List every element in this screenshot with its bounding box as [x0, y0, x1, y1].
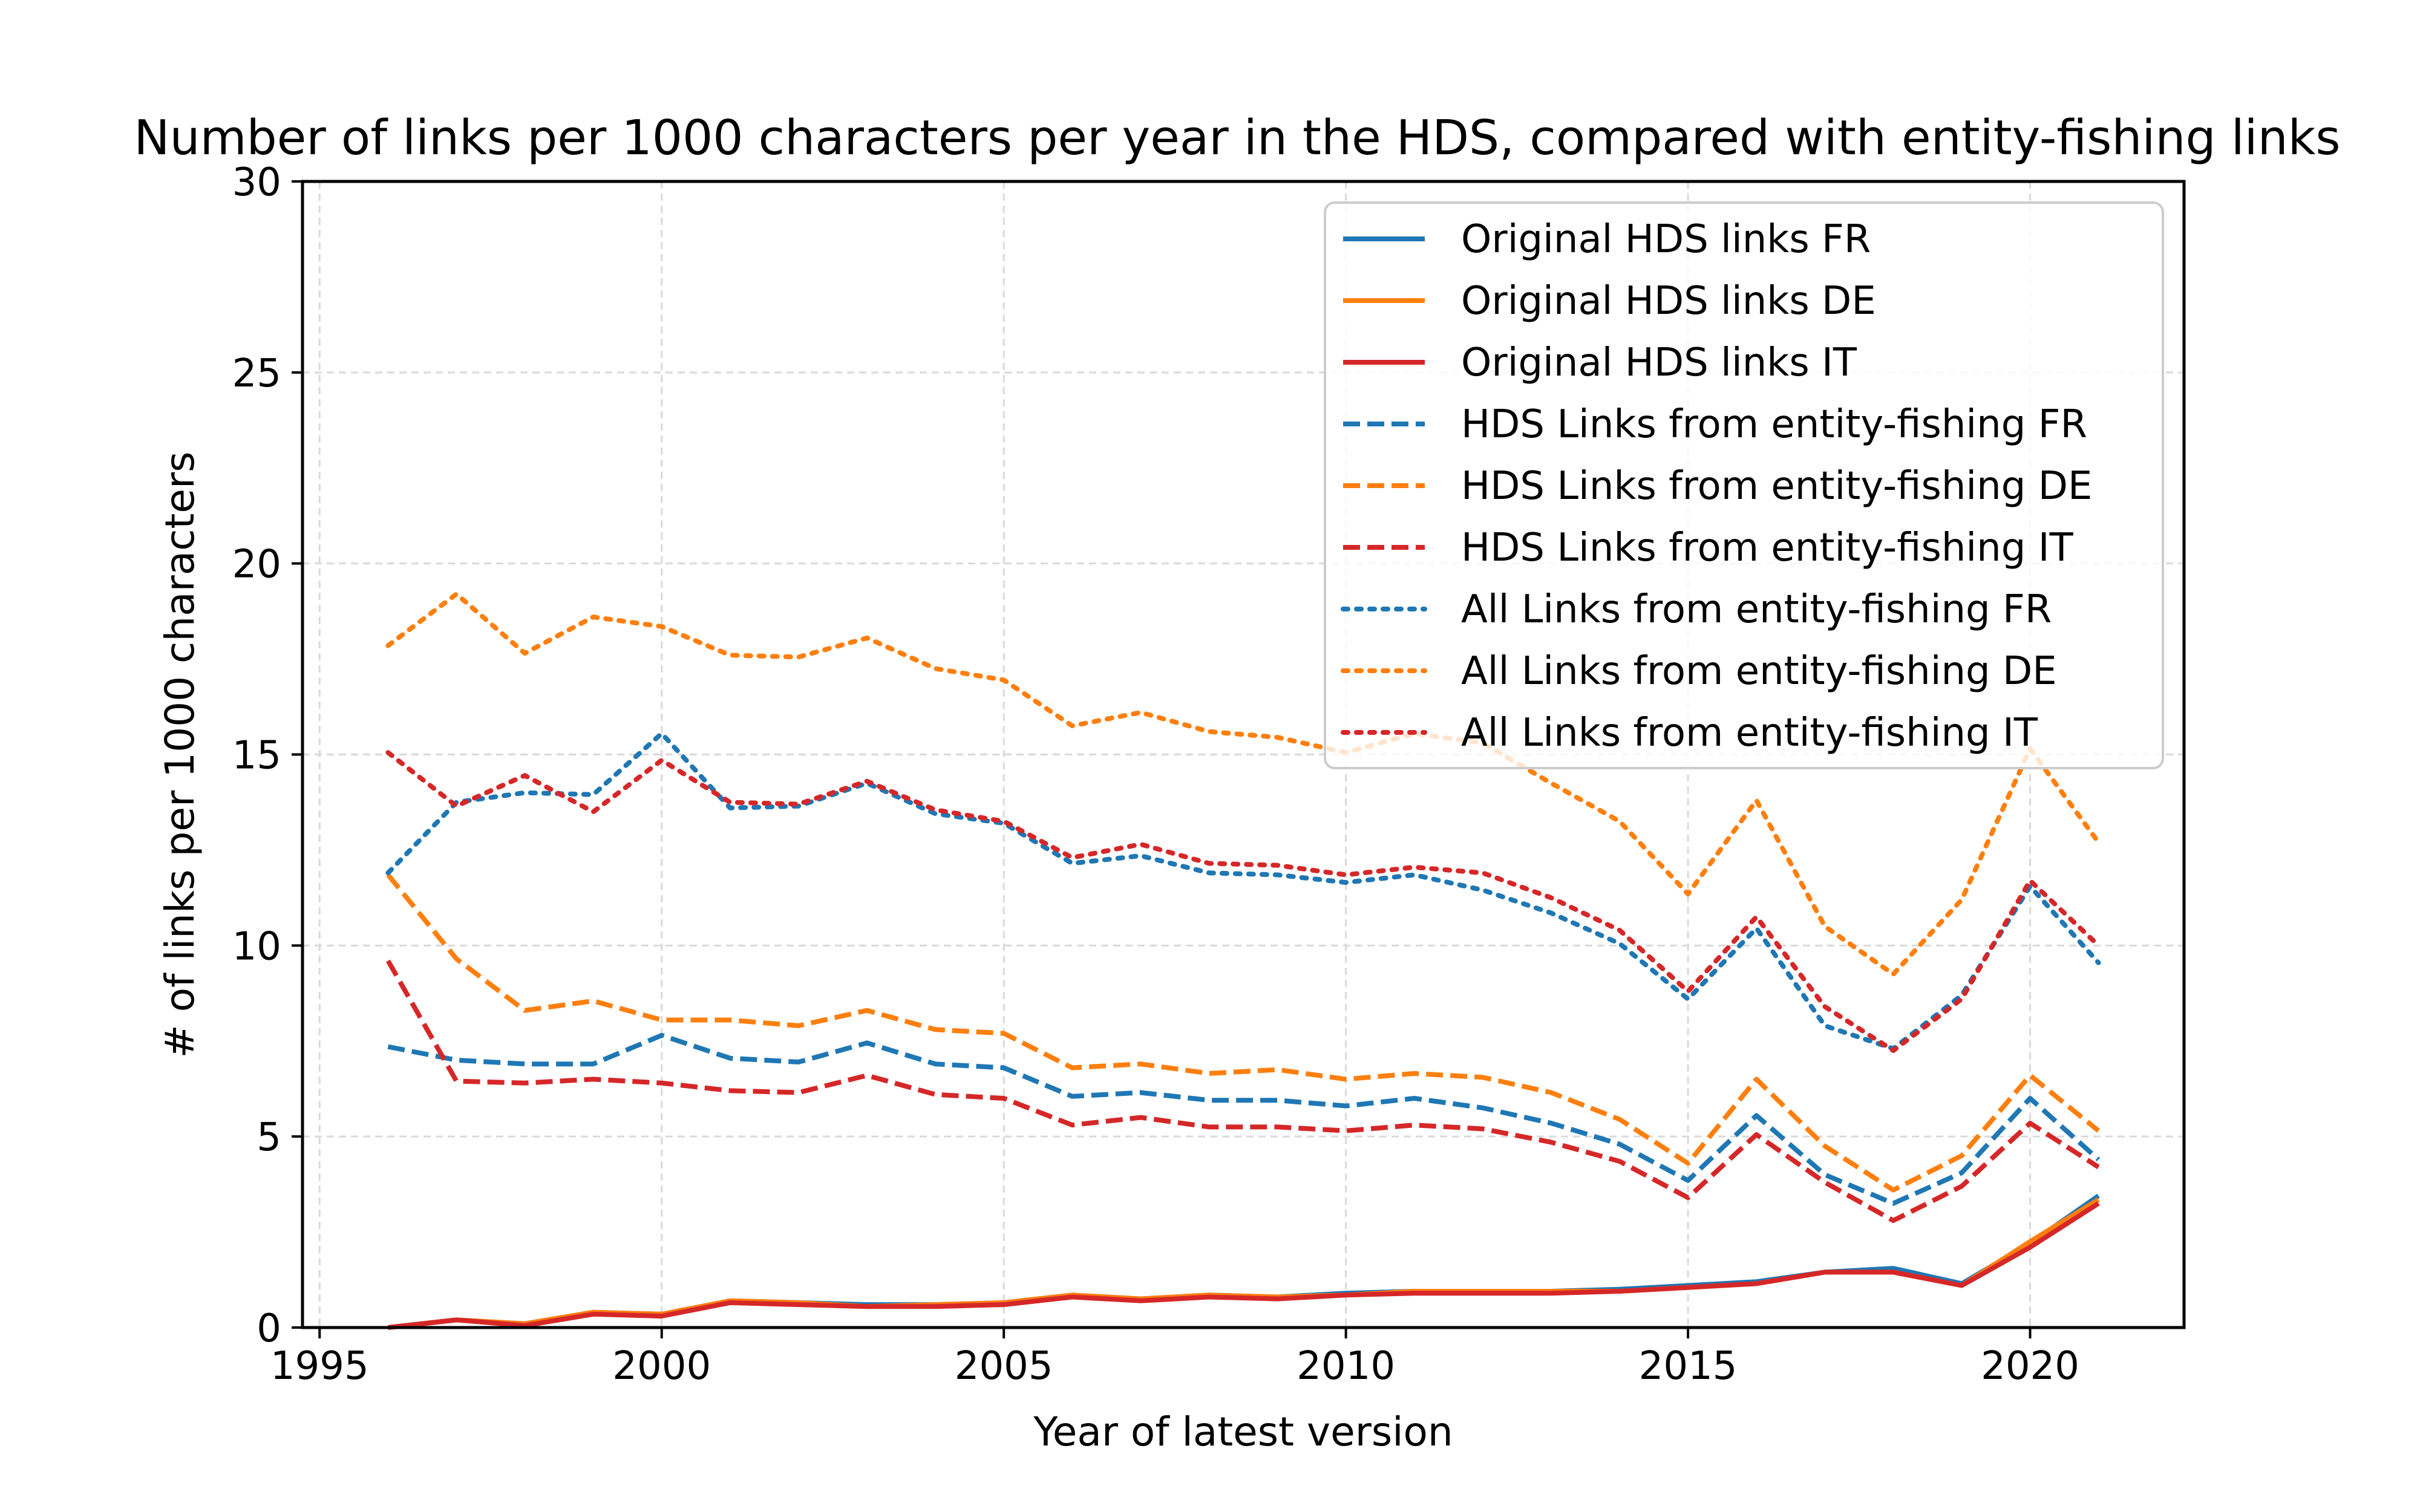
x-tick-label: 2010: [1297, 1344, 1395, 1389]
x-tick-label: 2015: [1639, 1344, 1738, 1389]
series-line: [385, 731, 2101, 1051]
series-lines: [385, 591, 2101, 1330]
series-line: [387, 1201, 2100, 1330]
axis-ticks: 1995 2000 2005 2010 2015 2020 0 5 10 15 20 25 30: [232, 160, 2079, 1389]
y-tick-label: 0: [257, 1306, 281, 1351]
legend-label: HDS Links from entity-fishing DE: [1461, 464, 2092, 509]
series-line: [385, 959, 2100, 1224]
y-tick-label: 30: [232, 160, 281, 205]
y-tick-label: 10: [232, 924, 281, 969]
legend-label: HDS Links from entity-fishing FR: [1461, 402, 2087, 447]
y-tick-label: 15: [232, 734, 281, 778]
x-tick-label: 1995: [270, 1344, 369, 1389]
x-tick-label: 2020: [1981, 1344, 2079, 1389]
series-line: [386, 873, 2101, 1193]
chart-title: Number of links per 1000 characters per …: [134, 110, 2340, 166]
x-axis-label: Year of latest version: [1033, 1409, 1453, 1455]
series-line: [387, 1032, 2101, 1206]
legend-label: Original HDS links IT: [1461, 341, 1857, 385]
series-line: [385, 591, 2101, 977]
y-axis-label: # of links per 1000 characters: [157, 452, 203, 1058]
legend-label: HDS Links from entity-fishing IT: [1461, 526, 2074, 570]
legend-label: Original HDS links FR: [1461, 217, 1871, 262]
y-tick-label: 20: [232, 543, 281, 587]
legend-label: All Links from entity-fishing DE: [1461, 649, 2057, 694]
legend-box: [1324, 201, 2164, 769]
y-tick-label: 5: [257, 1115, 281, 1160]
series-line: [385, 750, 2101, 1053]
legend-label: All Links from entity-fishing IT: [1461, 711, 2038, 755]
x-tick-label: 2000: [612, 1344, 711, 1389]
legend: Original HDS links FR Original HDS links …: [1324, 201, 2164, 769]
legend-label: Original HDS links DE: [1461, 279, 1876, 324]
y-tick-label: 25: [232, 351, 281, 396]
x-tick-label: 2005: [955, 1344, 1053, 1389]
legend-label: All Links from entity-fishing FR: [1461, 587, 2052, 632]
